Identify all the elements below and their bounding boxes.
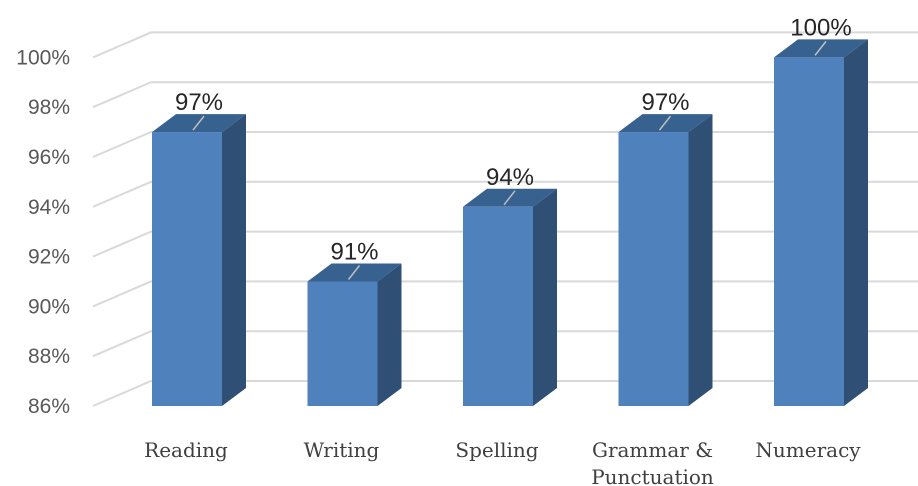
bar-side [533, 188, 557, 406]
y-tick-label: 94% [28, 196, 70, 219]
data-labels: 97% 91% 94% 97% 100% [175, 14, 852, 280]
bar [152, 114, 246, 406]
bar [463, 188, 557, 406]
y-tick-label: 96% [28, 146, 70, 169]
bar-side [844, 39, 868, 407]
bar-front [463, 206, 533, 406]
bar-front [618, 132, 689, 406]
y-tick-label: 98% [28, 96, 70, 119]
category-label: Grammar & Punctuation [591, 438, 714, 486]
bar-side [222, 114, 246, 406]
gridline [92, 31, 918, 59]
bar-side [377, 263, 402, 406]
y-tick-label: 92% [28, 246, 70, 269]
data-label-leader [658, 115, 672, 131]
category-label-line: Grammar & [592, 438, 713, 462]
category-label-line: Writing [304, 438, 380, 462]
bar [774, 39, 868, 407]
y-axis-tick-labels: 86% 88% 90% 92% 94% 96% 98% 100% [16, 46, 70, 418]
data-label: 97% [175, 89, 223, 116]
bars [152, 39, 868, 407]
data-label-leader [503, 190, 516, 206]
data-label-leader [814, 40, 827, 56]
category-label-line: Reading [144, 438, 228, 462]
bar-front [307, 281, 378, 406]
category-label: Numeracy [755, 438, 861, 462]
y-tick-label: 90% [28, 295, 70, 318]
data-label: 100% [790, 14, 851, 41]
bar [618, 114, 713, 406]
category-label-line: Spelling [455, 438, 538, 462]
data-label: 91% [330, 239, 378, 266]
category-label-line: Numeracy [755, 438, 861, 462]
data-label: 94% [486, 164, 534, 191]
category-label: Writing [304, 438, 380, 462]
gridline [92, 81, 918, 109]
bar-front [774, 57, 844, 407]
category-label: Reading [144, 438, 228, 462]
gridlines [92, 31, 918, 407]
data-label-leader [347, 265, 361, 280]
category-label-line: Punctuation [591, 465, 714, 486]
data-label-leader [192, 115, 205, 131]
y-tick-label: 88% [28, 345, 70, 368]
y-tick-label: 100% [16, 46, 70, 69]
category-label: Spelling [455, 438, 538, 462]
bar-front [152, 132, 222, 406]
y-tick-label: 86% [28, 395, 70, 418]
x-axis-category-labels: Reading Writing Spelling Grammar & Punctuati… [144, 438, 861, 486]
bar-side [688, 114, 713, 406]
data-label: 97% [641, 89, 689, 116]
bar [307, 263, 402, 406]
